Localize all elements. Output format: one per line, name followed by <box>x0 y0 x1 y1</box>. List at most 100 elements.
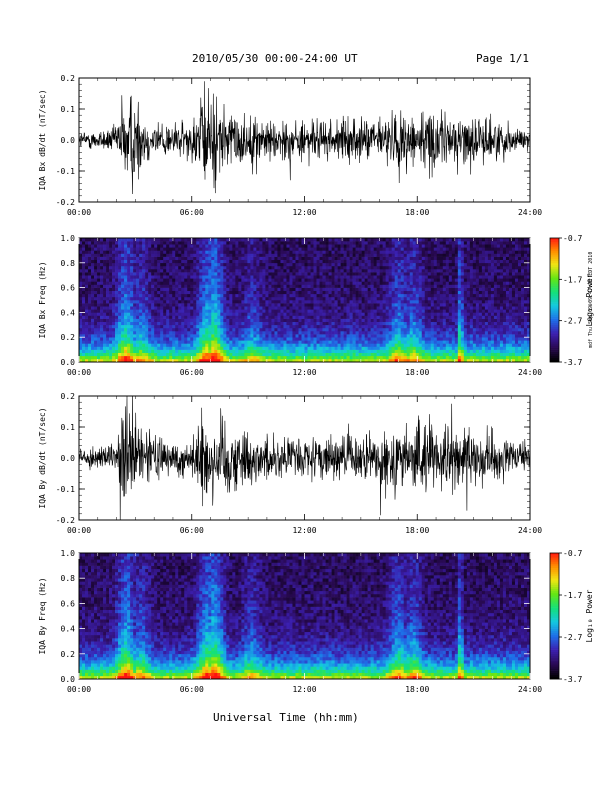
spectrogram-cell <box>97 327 101 332</box>
spectrogram-cell <box>160 331 164 335</box>
spectrogram-cell <box>244 259 248 264</box>
spectrogram-cell <box>79 265 83 270</box>
spectrogram-cell <box>301 284 305 288</box>
spectrogram-cell <box>430 331 435 335</box>
spectrogram-cell <box>124 309 128 313</box>
spectrogram-cell <box>367 278 371 282</box>
spectrogram-cell <box>88 253 92 257</box>
spectrogram-cell <box>175 290 179 295</box>
spectrogram-cell <box>313 238 317 242</box>
spectrogram-cell <box>127 309 131 313</box>
spectrogram-cell <box>202 287 206 291</box>
spectrogram-cell <box>280 303 284 307</box>
spectrogram-cell <box>193 262 197 267</box>
spectrogram-cell <box>85 306 89 310</box>
spectrogram-cell <box>400 272 405 276</box>
spectrogram-cell <box>145 259 149 264</box>
spectrogram-cell <box>385 337 389 341</box>
spectrogram-cell <box>340 318 344 322</box>
spectrogram-cell <box>427 256 432 260</box>
spectrogram-cell <box>175 275 179 279</box>
spectrogram-cell <box>136 346 140 350</box>
spectrogram-cell <box>268 318 272 322</box>
spectrogram-cell <box>325 318 329 322</box>
spectrogram-cell <box>211 287 215 291</box>
spectrogram-cell <box>175 303 179 307</box>
spectrogram-cell <box>139 334 143 338</box>
spectrogram-cell <box>301 262 305 267</box>
spectrogram-cell <box>229 247 233 251</box>
spectrogram-cell <box>109 337 113 341</box>
spectrogram-cell <box>100 290 104 295</box>
spectrogram-cell <box>427 306 432 310</box>
spectrogram-cell <box>130 318 134 322</box>
spectrogram-cell <box>112 300 116 304</box>
spectrogram-cell <box>208 241 212 245</box>
spectrogram-cell <box>199 337 203 341</box>
spectrogram-cell <box>340 244 344 248</box>
spectrogram-cell <box>235 352 239 357</box>
spectrogram-cell <box>244 281 248 285</box>
spectrogram-cell <box>343 287 347 291</box>
spectrogram-cell <box>319 241 323 245</box>
spectrogram-cell <box>343 300 347 304</box>
spectrogram-cell <box>301 238 305 242</box>
spectrogram-cell <box>436 244 441 248</box>
spectrogram-cell <box>397 343 402 347</box>
spectrogram-cell <box>316 262 320 267</box>
spectrogram-cell <box>244 256 248 260</box>
spectrogram-cell <box>121 250 125 254</box>
spectrogram-cell <box>358 343 362 347</box>
spectrogram-cell <box>427 269 432 273</box>
spectrogram-cell <box>280 250 284 254</box>
spectrogram-cell <box>271 238 275 242</box>
spectrogram-cell <box>88 278 92 282</box>
spectrogram-cell <box>328 238 332 242</box>
spectrogram-cell <box>421 343 426 347</box>
spectrogram-cell <box>241 259 245 264</box>
spectrogram-cell <box>124 306 128 310</box>
spectrogram-cell <box>298 241 302 245</box>
spectrogram-cell <box>421 269 426 273</box>
spectrogram-cell <box>349 244 353 248</box>
spectrogram-cell <box>253 247 257 251</box>
spectrogram-cell <box>310 272 314 276</box>
spectrogram-cell <box>178 265 182 270</box>
spectrogram-cell <box>319 318 323 322</box>
spectrogram-cell <box>100 262 104 267</box>
spectrogram-cell <box>310 340 314 344</box>
spectrogram-cell <box>151 309 155 313</box>
spectrogram-cell <box>265 247 269 251</box>
spectrogram-cell <box>415 275 420 279</box>
spectrogram-cell <box>433 275 438 279</box>
spectrogram-cell <box>325 293 329 298</box>
spectrogram-cell <box>100 296 104 301</box>
spectrogram-cell <box>406 262 411 267</box>
spectrogram-cell <box>286 309 290 313</box>
spectrogram-cell <box>364 346 368 350</box>
spectrogram-cell <box>115 262 119 267</box>
spectrogram-cell <box>133 290 137 295</box>
spectrogram-cell <box>274 284 278 288</box>
spectrogram-cell <box>403 343 408 347</box>
spectrogram-cell <box>388 300 392 304</box>
spectrogram-cell <box>379 300 383 304</box>
spectrogram-cell <box>202 278 206 282</box>
spectrogram-cell <box>205 340 209 344</box>
spectrogram-cell <box>274 296 278 301</box>
spectrogram-cell <box>136 324 140 329</box>
spectrogram-cell <box>202 324 206 329</box>
spectrogram-cell <box>106 290 110 295</box>
spectrogram-cell <box>310 284 314 288</box>
spectrogram-cell <box>424 269 429 273</box>
spectrogram-cell <box>259 256 263 260</box>
spectrogram-cell <box>334 281 338 285</box>
spectrogram-cell <box>196 327 200 332</box>
spectrogram-cell <box>79 355 83 360</box>
spectrogram-cell <box>115 337 119 341</box>
spectrogram-cell <box>139 352 143 357</box>
spectrogram-cell <box>397 241 402 245</box>
spectrogram-cell <box>442 327 447 332</box>
spectrogram-cell <box>424 272 429 276</box>
spectrogram-cell <box>151 334 155 338</box>
